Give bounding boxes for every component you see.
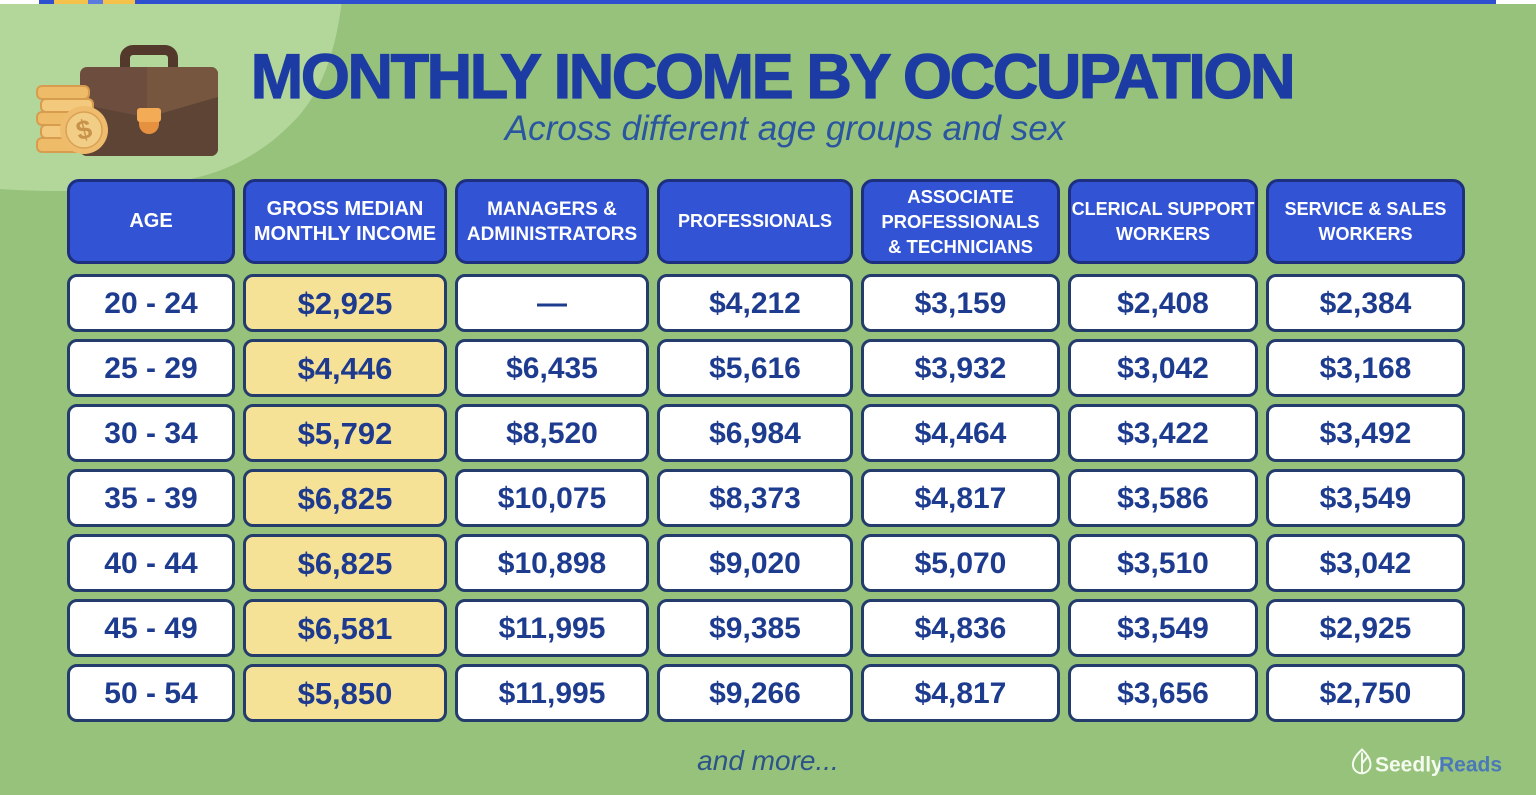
svg-text:$: $ <box>73 114 95 147</box>
svg-text:Seedly: Seedly <box>1375 754 1443 777</box>
svg-text:Reads: Reads <box>1439 754 1502 777</box>
